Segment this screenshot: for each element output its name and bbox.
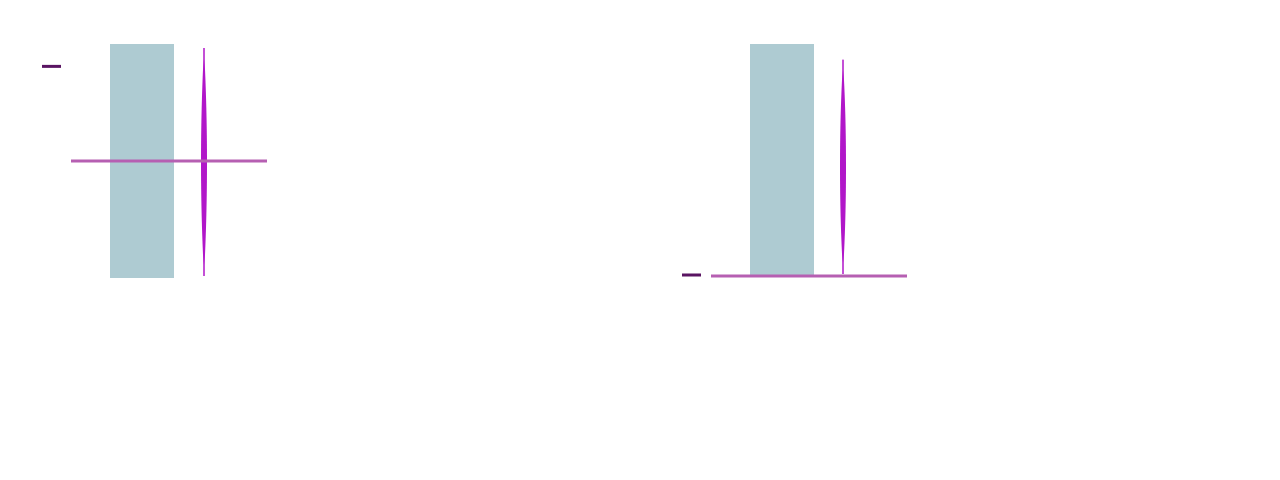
chart-right-svg: [682, 44, 907, 278]
chart-panel-right: [640, 0, 1280, 480]
chart-panel-left: [42, 44, 267, 278]
chart-left-svg: [42, 44, 267, 278]
bar-right: [750, 44, 814, 276]
